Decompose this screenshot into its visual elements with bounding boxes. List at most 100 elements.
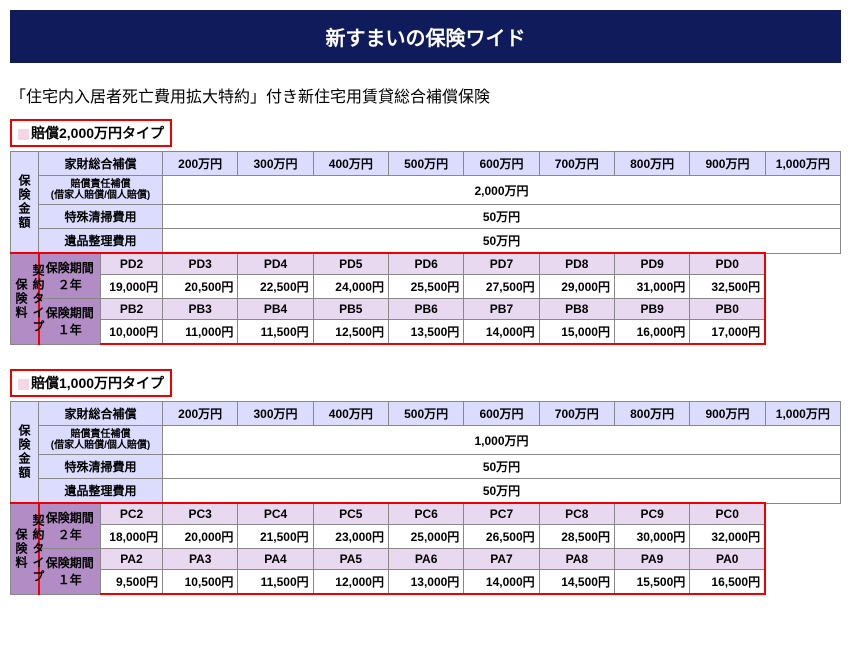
type-label: 賠償1,000万円タイプ: [10, 369, 172, 397]
col-header: 600万円: [464, 402, 539, 426]
plan-price: 23,000円: [313, 525, 388, 549]
period-1yr-label: 保険期間１年: [39, 549, 101, 595]
plan-price: 20,000円: [163, 525, 238, 549]
ihin-value: 50万円: [163, 479, 841, 504]
plan-code: PD7: [464, 253, 539, 275]
plan-price: 15,000円: [539, 320, 614, 345]
tokushu-value: 50万円: [163, 205, 841, 229]
col-header: 900万円: [690, 152, 765, 176]
side-label-contract: 契約タイプ保険料: [11, 503, 39, 594]
plan-price: 11,500円: [238, 570, 313, 595]
plan-code: PD4: [238, 253, 313, 275]
plan-code: PA9: [614, 549, 689, 570]
plan-price: 25,500円: [388, 275, 463, 299]
period-2yr-label: 保険期間２年: [39, 253, 101, 299]
plan-code: PC8: [539, 503, 614, 525]
plan-code: PB9: [614, 299, 689, 320]
plan-code: PC4: [238, 503, 313, 525]
plan-code: PD8: [539, 253, 614, 275]
plan-code: PB6: [388, 299, 463, 320]
plan-code: PC2: [101, 503, 163, 525]
plan-code: PA2: [101, 549, 163, 570]
plan-code: PA5: [313, 549, 388, 570]
plan-price: 14,000円: [464, 320, 539, 345]
col-header: 1,000万円: [765, 402, 840, 426]
plan-code: PD3: [163, 253, 238, 275]
plan-code: PC6: [388, 503, 463, 525]
plan-price: 25,000円: [388, 525, 463, 549]
plan-price: 11,000円: [163, 320, 238, 345]
plan-code: PD0: [690, 253, 765, 275]
plan-price: 15,500円: [614, 570, 689, 595]
plan-price: 21,500円: [238, 525, 313, 549]
col-header: 600万円: [464, 152, 539, 176]
side-label-amount: 保険金額: [11, 402, 39, 504]
col-header: 200万円: [163, 152, 238, 176]
plan-code: PB7: [464, 299, 539, 320]
row-label-ihin: 遺品整理費用: [39, 479, 163, 504]
row-label-baisho: 賠償責任補償(借家人賠償/個人賠償): [39, 176, 163, 205]
plan-code: PD5: [313, 253, 388, 275]
plan-price: 20,500円: [163, 275, 238, 299]
plan-price: 31,000円: [614, 275, 689, 299]
plan-price: 22,500円: [238, 275, 313, 299]
row-label-baisho: 賠償責任補償(借家人賠償/個人賠償): [39, 426, 163, 455]
insurance-table: 保険金額家財総合補償200万円300万円400万円500万円600万円700万円…: [10, 401, 841, 595]
plan-price: 11,500円: [238, 320, 313, 345]
plan-price: 13,500円: [388, 320, 463, 345]
plan-code: PD2: [101, 253, 163, 275]
row-label-kazai: 家財総合補償: [39, 402, 163, 426]
plan-price: 14,500円: [539, 570, 614, 595]
plan-price: 29,000円: [539, 275, 614, 299]
insurance-table: 保険金額家財総合補償200万円300万円400万円500万円600万円700万円…: [10, 151, 841, 345]
row-label-kazai: 家財総合補償: [39, 152, 163, 176]
col-header: 400万円: [313, 402, 388, 426]
plan-code: PC7: [464, 503, 539, 525]
plan-code: PA0: [690, 549, 765, 570]
plan-code: PD9: [614, 253, 689, 275]
plan-code: PD6: [388, 253, 463, 275]
col-header: 200万円: [163, 402, 238, 426]
plan-price: 16,000円: [614, 320, 689, 345]
baisho-value: 2,000万円: [163, 176, 841, 205]
plan-code: PB2: [101, 299, 163, 320]
plan-code: PA7: [464, 549, 539, 570]
plan-code: PC3: [163, 503, 238, 525]
plan-price: 32,000円: [690, 525, 765, 549]
period-2yr-label: 保険期間２年: [39, 503, 101, 549]
type-label: 賠償2,000万円タイプ: [10, 119, 172, 147]
plan-code: PB5: [313, 299, 388, 320]
plan-price: 32,500円: [690, 275, 765, 299]
plan-price: 27,500円: [464, 275, 539, 299]
row-label-tokushu: 特殊清掃費用: [39, 205, 163, 229]
plan-code: PC9: [614, 503, 689, 525]
col-header: 1,000万円: [765, 152, 840, 176]
plan-code: PB0: [690, 299, 765, 320]
plan-code: PB8: [539, 299, 614, 320]
page-header: 新すまいの保険ワイド: [10, 10, 841, 63]
row-label-ihin: 遺品整理費用: [39, 229, 163, 254]
side-label-amount: 保険金額: [11, 152, 39, 254]
baisho-value: 1,000万円: [163, 426, 841, 455]
plan-code: PC5: [313, 503, 388, 525]
plan-price: 10,500円: [163, 570, 238, 595]
row-label-tokushu: 特殊清掃費用: [39, 455, 163, 479]
col-header: 400万円: [313, 152, 388, 176]
plan-price: 24,000円: [313, 275, 388, 299]
plan-price: 16,500円: [690, 570, 765, 595]
subtitle: 「住宅内入居者死亡費用拡大特約」付き新住宅用賃貸総合補償保険: [10, 83, 841, 107]
plan-price: 12,000円: [313, 570, 388, 595]
plan-code: PA3: [163, 549, 238, 570]
plan-price: 9,500円: [101, 570, 163, 595]
plan-price: 17,000円: [690, 320, 765, 345]
plan-price: 14,000円: [464, 570, 539, 595]
plan-price: 10,000円: [101, 320, 163, 345]
col-header: 300万円: [238, 152, 313, 176]
plan-code: PB3: [163, 299, 238, 320]
plan-price: 30,000円: [614, 525, 689, 549]
col-header: 300万円: [238, 402, 313, 426]
plan-price: 12,500円: [313, 320, 388, 345]
plan-price: 26,500円: [464, 525, 539, 549]
plan-code: PC0: [690, 503, 765, 525]
plan-code: PB4: [238, 299, 313, 320]
